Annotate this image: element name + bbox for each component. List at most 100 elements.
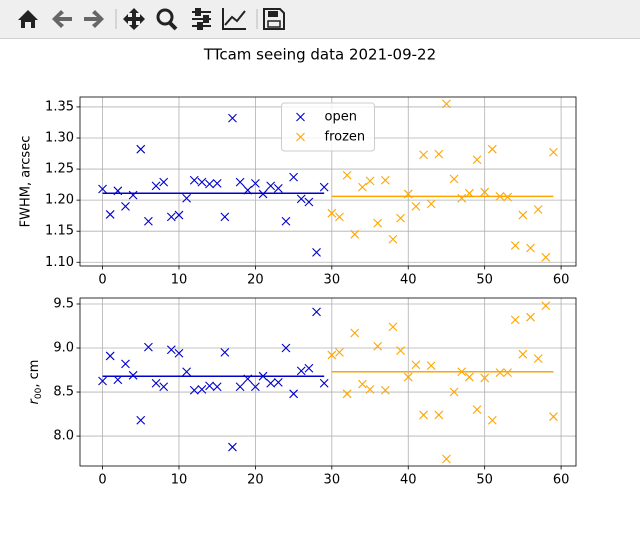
marker <box>289 389 298 399</box>
marker <box>205 381 214 391</box>
marker <box>335 212 344 222</box>
y-label-symbol: r <box>27 397 42 404</box>
marker <box>235 382 245 392</box>
marker <box>411 360 421 370</box>
x-tick-label: 20 <box>247 273 264 288</box>
marker <box>319 378 329 388</box>
legend-marker <box>296 112 305 122</box>
marker <box>228 442 237 452</box>
pan-button[interactable] <box>123 8 145 30</box>
marker <box>151 378 161 388</box>
marker <box>166 212 176 222</box>
marker <box>373 341 383 351</box>
x-tick-label: 50 <box>476 273 493 288</box>
marker <box>166 345 176 355</box>
marker <box>151 181 161 191</box>
zoom-button[interactable] <box>156 8 178 31</box>
marker <box>533 354 543 363</box>
marker <box>358 182 367 192</box>
marker <box>358 379 367 389</box>
marker <box>518 210 528 220</box>
marker <box>533 205 543 214</box>
marker <box>472 155 482 165</box>
marker <box>136 415 146 425</box>
marker <box>312 307 321 317</box>
toolbar <box>0 0 640 39</box>
marker <box>197 177 207 187</box>
marker <box>350 229 360 239</box>
marker <box>510 315 520 325</box>
marker <box>251 382 260 392</box>
marker <box>503 368 512 378</box>
x-tick-label: 20 <box>247 473 264 488</box>
marker <box>228 113 237 123</box>
marker <box>296 366 306 376</box>
marker <box>121 201 130 211</box>
forward-button[interactable] <box>84 10 104 28</box>
x-tick-label: 40 <box>400 473 417 488</box>
y-tick-label: 1.10 <box>45 255 74 270</box>
legend-marker <box>296 132 305 142</box>
marker <box>144 342 153 352</box>
marker <box>105 351 115 361</box>
marker <box>449 174 459 184</box>
save-button[interactable] <box>263 8 285 30</box>
marker <box>426 199 436 209</box>
marker <box>273 183 283 193</box>
x-tick-label: 10 <box>171 473 188 488</box>
back-button[interactable] <box>52 10 72 28</box>
figure: TTcam seeing data 2021-09-22 0 10 20 30 40 50… <box>19 46 577 488</box>
marker <box>365 176 375 186</box>
y-axis-label: r00, cm <box>27 360 44 405</box>
marker <box>266 378 276 388</box>
marker <box>113 375 123 385</box>
marker <box>128 190 138 200</box>
marker <box>266 181 276 191</box>
marker <box>541 301 551 311</box>
marker <box>342 170 352 180</box>
legend-label: frozen <box>325 130 366 145</box>
y-tick-label: 1.25 <box>45 162 74 177</box>
marker <box>159 177 169 187</box>
y-tick-label: 1.35 <box>45 99 74 114</box>
marker <box>419 150 428 160</box>
marker <box>281 343 291 353</box>
marker <box>159 382 169 392</box>
marker <box>526 312 535 322</box>
marker <box>335 348 344 357</box>
y-tick-label: 8.5 <box>53 385 74 400</box>
marker <box>457 193 467 203</box>
marker <box>182 367 192 377</box>
home-button[interactable] <box>18 10 38 28</box>
x-tick-label: 0 <box>98 273 106 288</box>
marker <box>495 368 505 378</box>
marker <box>487 144 497 154</box>
marker <box>549 412 558 422</box>
marker <box>434 149 444 159</box>
marker <box>182 193 192 203</box>
marker <box>472 405 482 415</box>
figure-title: TTcam seeing data 2021-09-22 <box>203 46 436 64</box>
marker <box>189 385 199 395</box>
marker <box>136 144 146 154</box>
marker <box>220 212 230 222</box>
marker <box>396 346 405 356</box>
marker <box>480 373 490 383</box>
marker <box>327 350 337 360</box>
marker <box>312 247 321 257</box>
y-tick-label: 9.0 <box>53 341 74 356</box>
axes-button[interactable] <box>222 8 246 30</box>
marker <box>518 349 528 359</box>
marker <box>98 184 107 194</box>
x-tick-label: 40 <box>400 273 417 288</box>
x-tick-label: 10 <box>171 273 188 288</box>
x-tick-label: 30 <box>324 473 341 488</box>
marker <box>98 376 107 386</box>
marker <box>212 382 222 392</box>
legend-box <box>281 102 375 152</box>
page: TTcam seeing data 2021-09-22 0 10 20 30 40 50… <box>0 0 640 488</box>
y-tick-label: 1.30 <box>45 131 74 146</box>
y-label-unit: , cm <box>27 360 42 388</box>
marker <box>388 322 398 332</box>
configure-button[interactable] <box>192 8 211 30</box>
